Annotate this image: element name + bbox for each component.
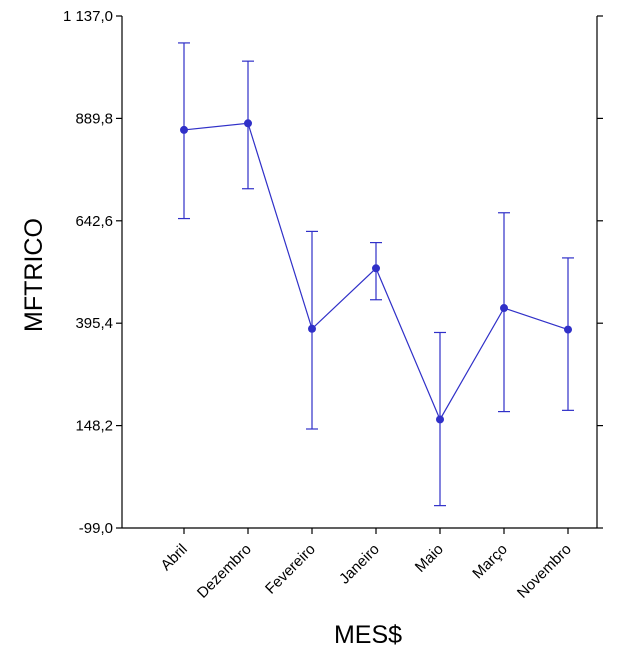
y-tick-label: 148,2 bbox=[75, 418, 113, 435]
data-point bbox=[564, 325, 572, 334]
y-tick-label: 642,6 bbox=[75, 213, 113, 230]
axes bbox=[116, 15, 603, 534]
series-layer bbox=[178, 42, 574, 507]
y-tick-label: 395,4 bbox=[75, 315, 113, 332]
x-tick-label: Dezembro bbox=[194, 541, 255, 602]
y-axis-title: MFTRICO bbox=[20, 218, 48, 332]
data-point bbox=[372, 264, 380, 273]
x-axis-title: MES$ bbox=[334, 621, 402, 649]
data-point bbox=[308, 324, 316, 333]
x-tick-label: Novembro bbox=[514, 541, 575, 602]
data-point bbox=[180, 125, 188, 134]
error-bar bbox=[562, 257, 574, 411]
x-tick-label: Fevereiro bbox=[262, 541, 319, 598]
data-point bbox=[244, 119, 252, 128]
error-bar bbox=[498, 212, 510, 413]
y-tick-label: 889,8 bbox=[75, 110, 113, 127]
y-tick-label: -99,0 bbox=[79, 520, 113, 537]
data-point bbox=[436, 415, 444, 424]
labels-layer: -99,0 148,2 395,4 642,6 889,8 1 137,0 Abril Dez… bbox=[63, 8, 575, 602]
data-point bbox=[500, 304, 508, 313]
x-tick-label: Maio bbox=[412, 541, 447, 576]
y-tick-label: 1 137,0 bbox=[63, 8, 113, 25]
x-tick-label: Março bbox=[469, 541, 510, 582]
x-tick-label: Abril bbox=[158, 541, 191, 574]
x-tick-label: Janeiro bbox=[336, 541, 383, 588]
